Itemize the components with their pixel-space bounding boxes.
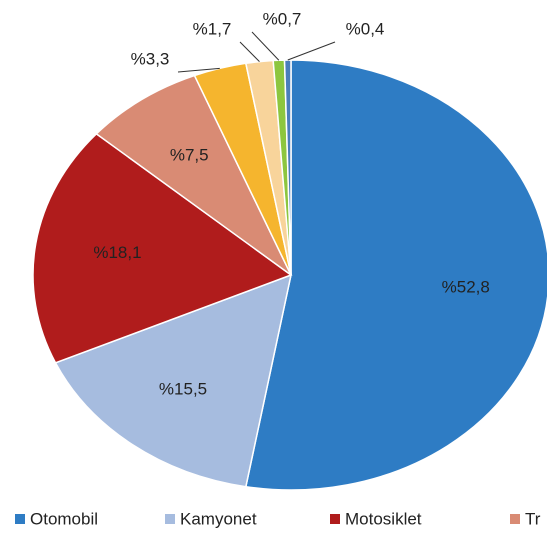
leader-line bbox=[251, 31, 280, 61]
legend-label: Tr bbox=[525, 509, 541, 528]
legend-swatch bbox=[165, 514, 175, 524]
slice-label: %7,5 bbox=[170, 145, 209, 164]
slice-label: %52,8 bbox=[442, 277, 490, 296]
legend-label: Kamyonet bbox=[180, 509, 257, 528]
legend-swatch bbox=[330, 514, 340, 524]
leader-line bbox=[287, 41, 336, 61]
legend-label: Motosiklet bbox=[345, 509, 422, 528]
legend-label: Otomobil bbox=[30, 509, 98, 528]
slice-label: %0,4 bbox=[346, 19, 385, 38]
slice-label: %18,1 bbox=[93, 243, 141, 262]
pie-slice bbox=[95, 74, 292, 276]
pie-slice bbox=[283, 59, 292, 276]
pie-slice bbox=[32, 132, 293, 364]
slice-label: %15,5 bbox=[159, 380, 207, 399]
legend-swatch bbox=[510, 514, 520, 524]
slice-label: %3,3 bbox=[131, 49, 170, 68]
legend-swatch bbox=[15, 514, 25, 524]
leader-line bbox=[239, 41, 260, 62]
leader-line bbox=[177, 67, 220, 73]
slice-label: %0,7 bbox=[263, 9, 302, 28]
slice-label: %1,7 bbox=[193, 19, 232, 38]
pie-slice bbox=[244, 59, 547, 491]
pie-slice bbox=[54, 273, 293, 488]
